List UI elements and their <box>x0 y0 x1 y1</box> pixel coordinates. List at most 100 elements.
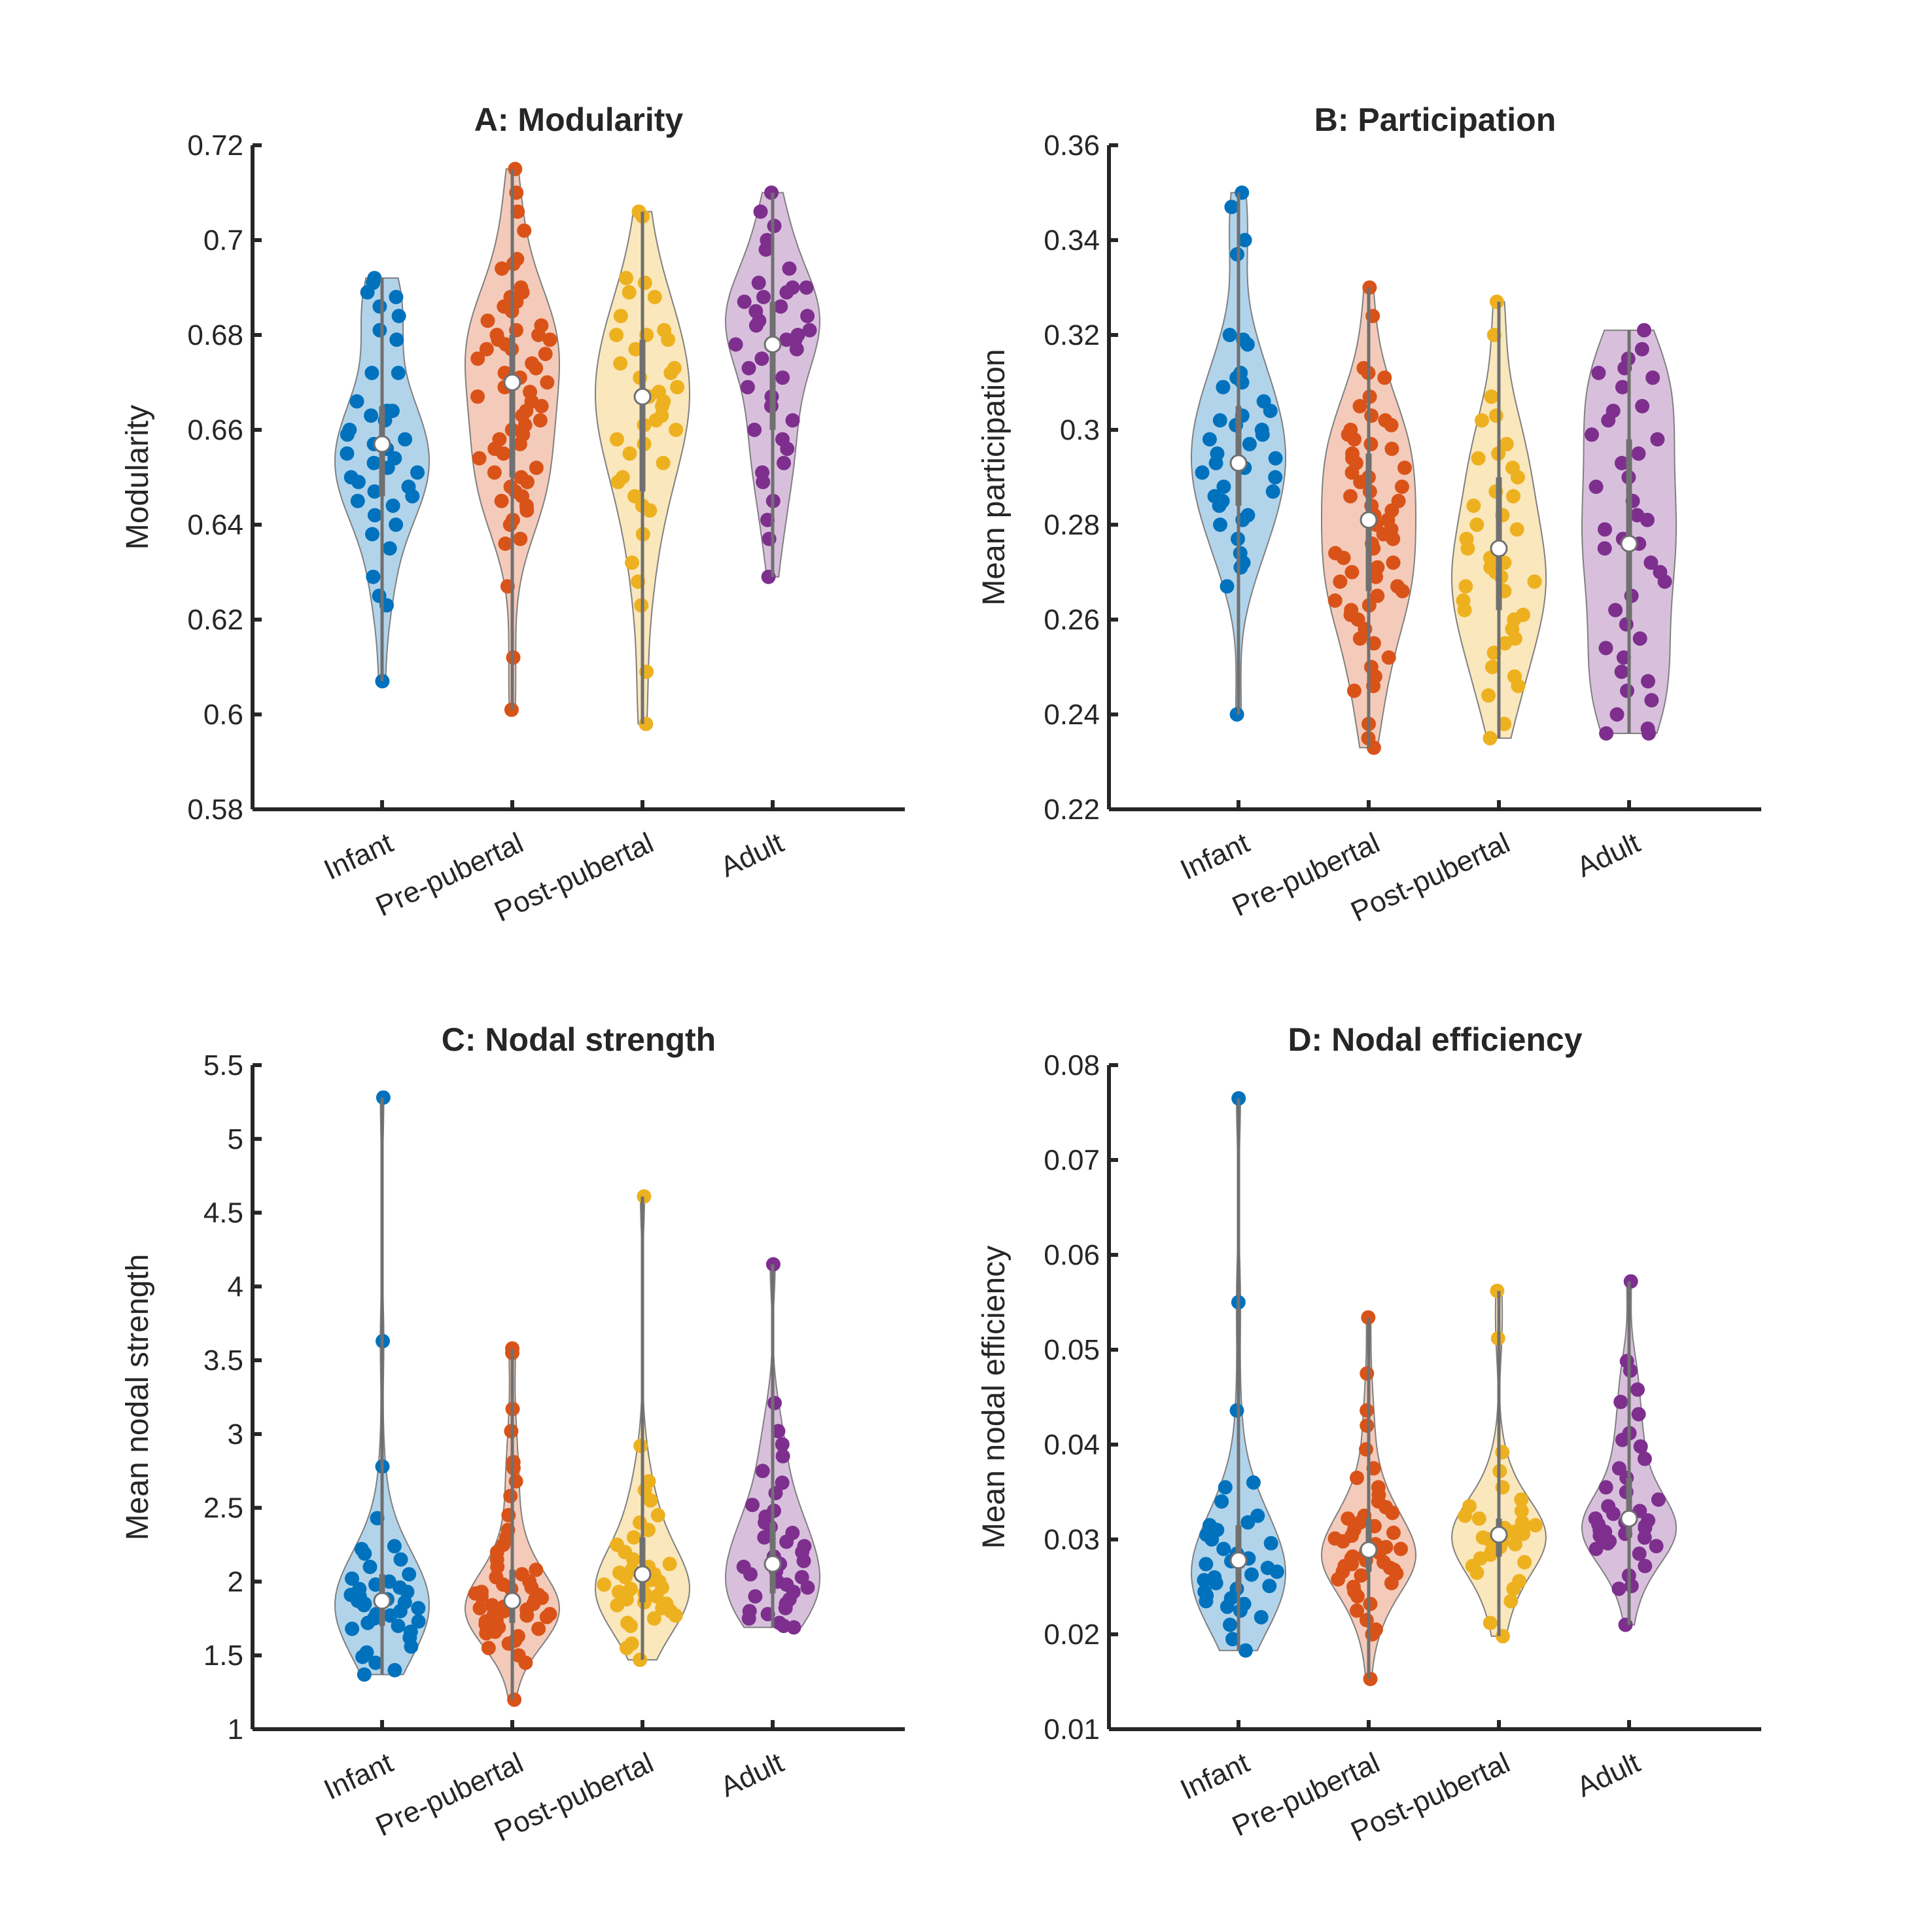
violin-group-post-pubertal <box>1451 294 1547 746</box>
data-point <box>641 1522 656 1537</box>
data-point <box>531 328 546 342</box>
data-point <box>662 1556 677 1572</box>
data-point <box>480 313 495 328</box>
data-point <box>1506 489 1520 504</box>
data-point <box>542 332 557 347</box>
data-point <box>1384 1575 1399 1590</box>
data-point <box>529 461 544 475</box>
data-point <box>391 366 406 380</box>
data-point <box>1633 1439 1648 1454</box>
data-point <box>1601 413 1616 428</box>
data-point <box>481 1640 496 1655</box>
data-point <box>780 442 795 456</box>
data-point <box>389 518 404 532</box>
data-point <box>775 370 790 385</box>
data-point <box>751 275 766 290</box>
data-point <box>362 1559 378 1574</box>
violin-group-adult <box>724 1257 821 1635</box>
data-point <box>398 432 413 447</box>
data-point <box>1246 1475 1261 1490</box>
median-marker <box>1360 1541 1378 1559</box>
data-point <box>1597 541 1612 556</box>
data-point <box>768 1486 783 1501</box>
data-point <box>1364 408 1379 423</box>
violin-group-post-pubertal <box>595 204 690 731</box>
data-point <box>1637 323 1651 338</box>
y-tick-label: 0.08 <box>1044 1049 1100 1081</box>
data-point <box>741 360 756 376</box>
data-point <box>1240 1515 1256 1530</box>
data-points <box>609 204 685 731</box>
violin-group-infant <box>1190 1091 1287 1658</box>
data-point <box>624 1619 638 1634</box>
data-point <box>1354 1568 1369 1583</box>
data-point <box>513 531 528 546</box>
data-point <box>775 1437 790 1452</box>
y-axis-label: Mean nodal efficiency <box>977 1246 1011 1549</box>
data-point <box>1344 565 1360 580</box>
data-point <box>1336 550 1351 565</box>
data-point <box>650 1507 665 1522</box>
data-point <box>1638 1558 1653 1573</box>
data-point <box>741 1611 756 1626</box>
data-point <box>368 1655 383 1670</box>
data-point <box>366 569 381 584</box>
panel-a-modularity: A: Modularity Modularity 0.58 0.6 0.62 0.64… <box>120 101 905 928</box>
data-point <box>472 451 487 466</box>
data-point <box>529 360 544 376</box>
data-point <box>367 484 382 499</box>
data-point <box>538 347 553 361</box>
data-point <box>800 1580 815 1595</box>
data-point <box>496 446 511 461</box>
data-point <box>796 1553 811 1568</box>
y-tick-label: 0.72 <box>187 130 243 162</box>
data-point <box>340 446 355 461</box>
y-tick-label: 0.26 <box>1044 604 1100 636</box>
median-marker <box>373 435 391 453</box>
y-tick-label: 0.04 <box>1044 1429 1100 1461</box>
data-point <box>1220 579 1235 594</box>
data-point <box>1615 379 1630 395</box>
median-marker <box>1229 1551 1248 1570</box>
data-point <box>1657 574 1672 589</box>
data-point <box>1212 499 1227 513</box>
data-point <box>782 261 797 276</box>
data-point <box>479 342 494 357</box>
data-point <box>610 474 625 489</box>
data-point <box>633 1438 648 1453</box>
data-point <box>1498 636 1513 651</box>
data-point <box>1208 1575 1223 1590</box>
violin-group-pre-pubertal <box>1320 1310 1417 1687</box>
data-point <box>1370 588 1385 603</box>
data-point <box>1352 631 1367 646</box>
data-point <box>1631 1407 1646 1422</box>
data-point <box>355 1649 370 1664</box>
data-point <box>1204 1532 1220 1547</box>
violin-groups <box>1190 1091 1677 1687</box>
data-point <box>383 1608 398 1623</box>
data-point <box>411 1601 426 1615</box>
data-point <box>1644 693 1659 708</box>
data-point <box>1634 342 1649 357</box>
data-point <box>728 337 743 352</box>
data-point <box>771 1424 786 1439</box>
median-marker <box>1229 454 1248 472</box>
y-tick-label: 0.32 <box>1044 319 1100 351</box>
data-point <box>1613 1394 1628 1409</box>
data-point <box>517 223 532 238</box>
data-point <box>748 318 764 333</box>
median-marker <box>633 387 652 406</box>
data-point <box>1244 1567 1259 1582</box>
data-point <box>1591 366 1606 380</box>
data-point <box>668 1608 683 1623</box>
data-point <box>1649 1539 1664 1554</box>
violin-group-infant <box>1191 185 1286 722</box>
y-tick-label: 0.24 <box>1044 699 1100 731</box>
data-point <box>1469 1565 1484 1580</box>
median-marker <box>764 1554 782 1573</box>
data-point <box>1212 413 1227 428</box>
data-points <box>1585 323 1672 741</box>
data-point <box>748 1589 763 1604</box>
data-point <box>1222 328 1237 342</box>
data-point <box>610 1598 625 1613</box>
